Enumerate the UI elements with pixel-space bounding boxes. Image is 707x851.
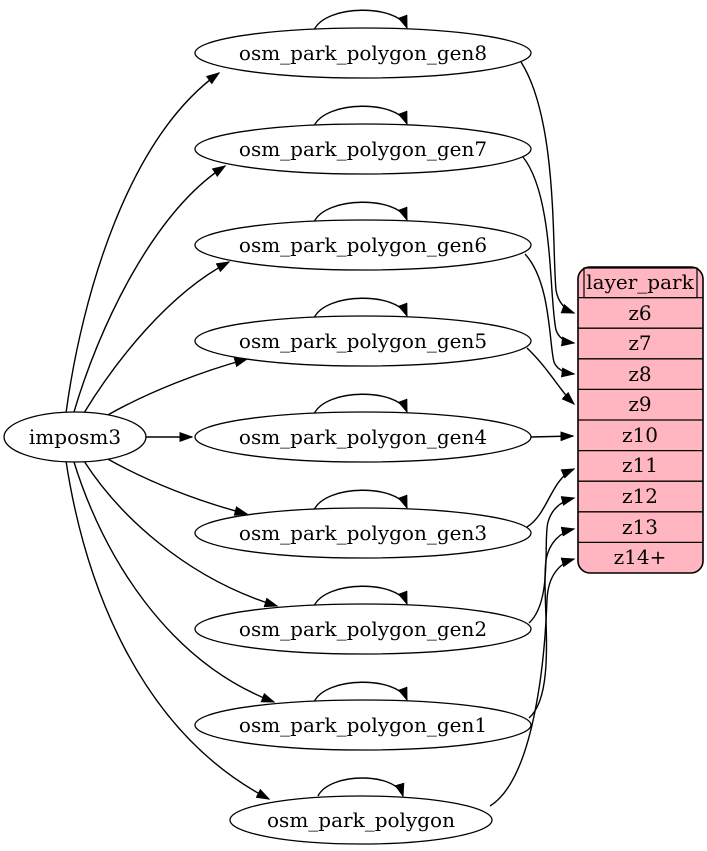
edge-gen2-to-z12 bbox=[528, 496, 576, 624]
node-ellipse-gen7 bbox=[194, 123, 532, 175]
node-label-imposm3: imposm3 bbox=[29, 425, 121, 449]
node-label-gen3: osm_park_polygon_gen3 bbox=[239, 521, 487, 545]
node-gen1: osm_park_polygon_gen1 bbox=[194, 699, 532, 751]
node-ellipse-gen1 bbox=[194, 699, 532, 751]
edge-imposm3-to-gen5 bbox=[105, 357, 249, 417]
edge-polygon-to-z14 bbox=[489, 557, 576, 807]
edges-tables-to-layer bbox=[489, 61, 576, 807]
self-loop-gen7 bbox=[313, 105, 408, 127]
layer-park-row-z14: z14+ bbox=[614, 545, 667, 569]
self-loop-gen3 bbox=[313, 489, 408, 511]
node-label-gen4: osm_park_polygon_gen4 bbox=[239, 425, 487, 449]
node-ellipse-gen5 bbox=[194, 315, 532, 367]
node-ellipse-gen3 bbox=[194, 507, 532, 559]
edge-imposm3-to-gen3 bbox=[105, 457, 249, 516]
self-loop-polygon bbox=[317, 777, 405, 798]
node-label-gen7: osm_park_polygon_gen7 bbox=[239, 137, 487, 161]
node-label-gen1: osm_park_polygon_gen1 bbox=[239, 713, 487, 737]
edge-gen7-to-z7 bbox=[522, 156, 576, 347]
node-ellipse-gen2 bbox=[194, 603, 532, 655]
node-imposm3: imposm3 bbox=[3, 411, 147, 463]
node-gen3: osm_park_polygon_gen3 bbox=[194, 507, 532, 559]
self-loop-gen5 bbox=[313, 297, 408, 319]
node-label-gen8: osm_park_polygon_gen8 bbox=[239, 41, 487, 65]
node-label-gen6: osm_park_polygon_gen6 bbox=[239, 233, 487, 257]
edge-imposm3-to-gen7 bbox=[73, 165, 227, 413]
layer-park-row-z10: z10 bbox=[622, 423, 658, 447]
node-gen2: osm_park_polygon_gen2 bbox=[194, 603, 532, 655]
layer-park-row-z12: z12 bbox=[622, 484, 658, 508]
edge-gen5-to-z9 bbox=[526, 347, 576, 406]
layer-park-row-z13: z13 bbox=[622, 515, 658, 539]
node-gen8: osm_park_polygon_gen8 bbox=[194, 27, 532, 79]
node-gen5: osm_park_polygon_gen5 bbox=[194, 315, 532, 367]
self-loop-gen1 bbox=[313, 681, 408, 703]
node-ellipse-polygon bbox=[229, 795, 493, 845]
edge-gen1-to-z13 bbox=[528, 526, 576, 719]
edge-imposm3-to-polygon bbox=[65, 460, 271, 800]
self-loop-gen6 bbox=[313, 201, 408, 223]
edge-gen3-to-z11 bbox=[526, 468, 576, 528]
node-gen6: osm_park_polygon_gen6 bbox=[194, 219, 532, 271]
node-ellipse-imposm3 bbox=[3, 411, 147, 463]
node-label-gen5: osm_park_polygon_gen5 bbox=[239, 329, 487, 353]
self-loop-gen4 bbox=[313, 393, 408, 415]
layer-park-row-z8: z8 bbox=[628, 362, 651, 386]
node-ellipse-gen6 bbox=[194, 219, 532, 271]
edge-imposm3-to-gen6 bbox=[83, 261, 231, 414]
layer-park-row-z7: z7 bbox=[628, 331, 651, 355]
edge-imposm3-to-gen2 bbox=[83, 460, 279, 608]
layer-park-row-z11: z11 bbox=[622, 453, 658, 477]
edge-gen8-to-z6 bbox=[520, 61, 576, 314]
edge-gen4-to-z10 bbox=[530, 431, 575, 442]
node-label-polygon: osm_park_polygon bbox=[267, 808, 455, 832]
layer-park-row-z6: z6 bbox=[628, 301, 651, 325]
edge-imposm3-to-gen1 bbox=[73, 461, 276, 703]
node-gen7: osm_park_polygon_gen7 bbox=[194, 123, 532, 175]
edge-gen6-to-z8 bbox=[524, 253, 576, 378]
self-loop-gen2 bbox=[313, 585, 408, 607]
edges-source-to-tables bbox=[65, 72, 279, 800]
edges-self-loops bbox=[313, 9, 408, 798]
node-ellipse-gen8 bbox=[194, 27, 532, 79]
node-polygon: osm_park_polygon bbox=[229, 795, 493, 845]
layer-park-row-z9: z9 bbox=[628, 392, 651, 416]
node-gen4: osm_park_polygon_gen4 bbox=[194, 411, 532, 463]
edge-imposm3-to-gen8 bbox=[65, 72, 221, 414]
self-loop-gen8 bbox=[313, 9, 408, 31]
node-ellipse-gen4 bbox=[194, 411, 532, 463]
node-label-gen2: osm_park_polygon_gen2 bbox=[239, 617, 487, 641]
layer-park-title: layer_park bbox=[586, 270, 694, 294]
layer-park-node: layer_park z6 z7 z8 z9 z10 z11 z12 z13 z… bbox=[577, 266, 704, 574]
